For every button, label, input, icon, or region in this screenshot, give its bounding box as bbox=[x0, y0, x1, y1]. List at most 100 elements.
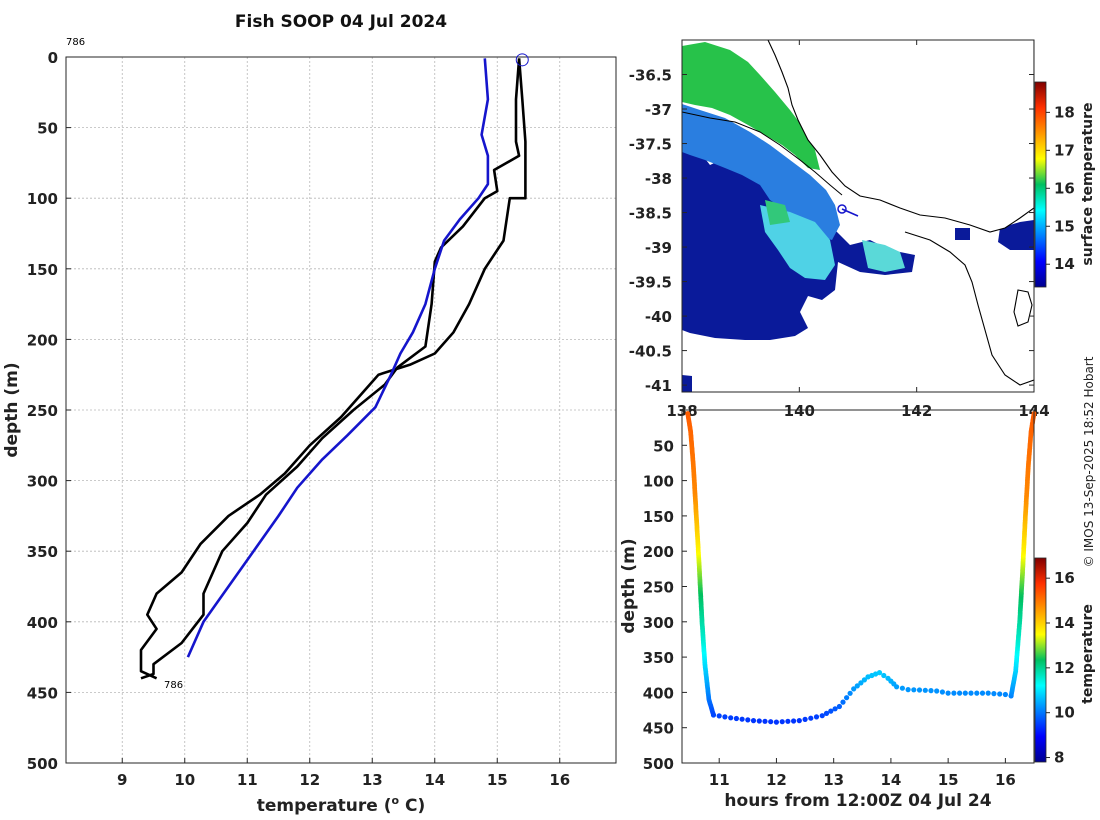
track-y-tick-label: 500 bbox=[643, 755, 674, 773]
temp-colorbar-tick-label: 10 bbox=[1054, 704, 1075, 722]
temp-colorbar-tick-label: 12 bbox=[1054, 659, 1075, 677]
profile-black-1 bbox=[139, 58, 527, 680]
bottom-track-dot bbox=[968, 690, 974, 696]
profile-y-tick-label: 500 bbox=[27, 755, 58, 773]
track-y-tick-label: 250 bbox=[643, 579, 674, 597]
bottom-track-dot bbox=[739, 716, 745, 722]
profile-y-tick-label: 0 bbox=[48, 49, 58, 67]
track-x-tick-label: 15 bbox=[938, 771, 959, 789]
coastline-mainland bbox=[767, 40, 1034, 233]
map-y-ticks: -36.5 -37 -37.5 -38 -38.5 -39 -39.5 -40 -40.5 -41 bbox=[629, 67, 1034, 395]
coastline-tasmania-north bbox=[904, 231, 1034, 386]
bottom-track-dot bbox=[962, 690, 968, 696]
profile-y-tick-label: 450 bbox=[27, 684, 58, 702]
track-y-tick-label: 100 bbox=[643, 473, 674, 491]
bottom-track-dot bbox=[710, 712, 717, 718]
map-y-tick-label: -41 bbox=[645, 377, 672, 395]
bottom-track-dot bbox=[858, 680, 864, 686]
track-x-label: hours from 12:00Z 04 Jul 24 bbox=[724, 791, 991, 811]
bottom-track-dot bbox=[722, 714, 728, 720]
bottom-track-dot bbox=[851, 686, 857, 692]
profile-x-label-end: C) bbox=[399, 796, 425, 816]
bottom-track-dot bbox=[934, 688, 940, 694]
profile-y-tick-label: 200 bbox=[27, 331, 58, 349]
bottom-track-dot bbox=[991, 691, 997, 697]
sst-cold-patch-south bbox=[682, 375, 692, 392]
depth-track-dots bbox=[685, 411, 1037, 725]
bottom-track-dot bbox=[997, 691, 1003, 697]
track-x-tick-label: 11 bbox=[709, 771, 730, 789]
sst-cyan-band bbox=[760, 205, 835, 280]
track-x-tick-label: 12 bbox=[766, 771, 787, 789]
profile-y-label: depth (m) bbox=[2, 362, 22, 457]
map-y-tick-label: -38 bbox=[645, 170, 672, 188]
bottom-track-dot bbox=[796, 718, 802, 724]
sst-mid-water bbox=[682, 104, 840, 240]
bottom-track-dot bbox=[728, 715, 734, 721]
profile-x-tick-label: 15 bbox=[487, 771, 508, 789]
bottom-track-dot bbox=[1002, 691, 1009, 698]
profile-y-ticks: 0 50 100 150 200 250 300 350 400 450 500 bbox=[27, 49, 71, 773]
profile-axes-frame bbox=[65, 56, 617, 764]
bottom-track-dot bbox=[716, 713, 722, 719]
sst-cold-east-2 bbox=[955, 228, 970, 240]
chart-title: Fish SOOP 04 Jul 2024 bbox=[235, 12, 447, 32]
track-y-tick-label: 150 bbox=[643, 508, 674, 526]
temp-colorbar-tick-label: 16 bbox=[1054, 569, 1075, 587]
bottom-track-dot bbox=[836, 703, 843, 710]
bottom-track-dot bbox=[832, 706, 838, 712]
temp-colorbar bbox=[1034, 557, 1047, 763]
bottom-track-dot bbox=[916, 687, 923, 693]
bottom-track-dot bbox=[756, 718, 762, 724]
profile-y-tick-label: 100 bbox=[27, 190, 58, 208]
bottom-track-dot bbox=[828, 708, 834, 714]
map-y-tick-label: -36.5 bbox=[629, 67, 672, 85]
track-y-tick-label: 350 bbox=[643, 649, 674, 667]
surface-marker bbox=[515, 53, 529, 67]
bottom-track-dot bbox=[894, 684, 900, 690]
map-y-tick-label: -37.5 bbox=[629, 136, 672, 154]
bottom-track-dot bbox=[922, 687, 928, 693]
profile-x-tick-label: 13 bbox=[362, 771, 383, 789]
bottom-track-dot bbox=[911, 687, 917, 693]
bottom-track-dot bbox=[873, 671, 879, 677]
bottom-track-dot bbox=[899, 685, 906, 691]
track-y-tick-label: 400 bbox=[643, 684, 674, 702]
temp-colorbar-tick-label: 8 bbox=[1054, 749, 1064, 767]
bottom-track-dot bbox=[974, 690, 980, 696]
sst-colorbar-tick-label: 17 bbox=[1054, 141, 1075, 159]
track-axes-frame bbox=[681, 409, 1035, 764]
profile-lines bbox=[139, 58, 527, 680]
profile-x-tick-label: 9 bbox=[117, 771, 127, 789]
ship-track-line bbox=[682, 111, 843, 196]
profile-id-top: 786 bbox=[66, 37, 85, 48]
map-y-tick-label: -39.5 bbox=[629, 274, 672, 292]
track-x-tick-label: 16 bbox=[995, 771, 1016, 789]
profile-x-label-sup: o bbox=[392, 794, 400, 807]
profile-x-label: temperature (o C) bbox=[257, 794, 426, 816]
profile-y-tick-label: 400 bbox=[27, 614, 58, 632]
profile-y-tick-label: 50 bbox=[37, 120, 58, 138]
profile-id-bottom: 786 bbox=[164, 680, 183, 691]
track-y-tick-label: 200 bbox=[643, 543, 674, 561]
temp-colorbar-ticks: 8 10 12 14 16 bbox=[1046, 569, 1075, 767]
sst-cyan-east bbox=[862, 240, 905, 272]
bottom-track-dot bbox=[768, 719, 774, 725]
bottom-track-dot bbox=[847, 690, 853, 696]
sst-colorbar-tick-label: 16 bbox=[1054, 179, 1075, 197]
bottom-track-dot bbox=[854, 683, 860, 689]
profile-location-marker bbox=[837, 204, 847, 214]
map-y-tick-label: -40.5 bbox=[629, 343, 672, 361]
map-y-tick-label: -38.5 bbox=[629, 205, 672, 223]
sst-colorbar-tick-label: 14 bbox=[1054, 255, 1075, 273]
track-y-ticks: 50 100 150 200 250 300 350 400 450 500 bbox=[643, 437, 687, 773]
bottom-track-dot bbox=[928, 688, 934, 694]
map-axes-frame bbox=[681, 39, 1035, 393]
temp-colorbar-tick-label: 14 bbox=[1054, 614, 1075, 632]
map-y-tick-label: -39 bbox=[645, 239, 672, 257]
profile-blue bbox=[186, 58, 490, 658]
bottom-track-dot bbox=[881, 672, 887, 679]
profile-x-ticks: 9 10 11 12 13 14 15 16 bbox=[117, 758, 570, 789]
sst-colorbar-tick-label: 18 bbox=[1054, 103, 1075, 121]
map-x-tick-label: 140 bbox=[784, 402, 815, 420]
